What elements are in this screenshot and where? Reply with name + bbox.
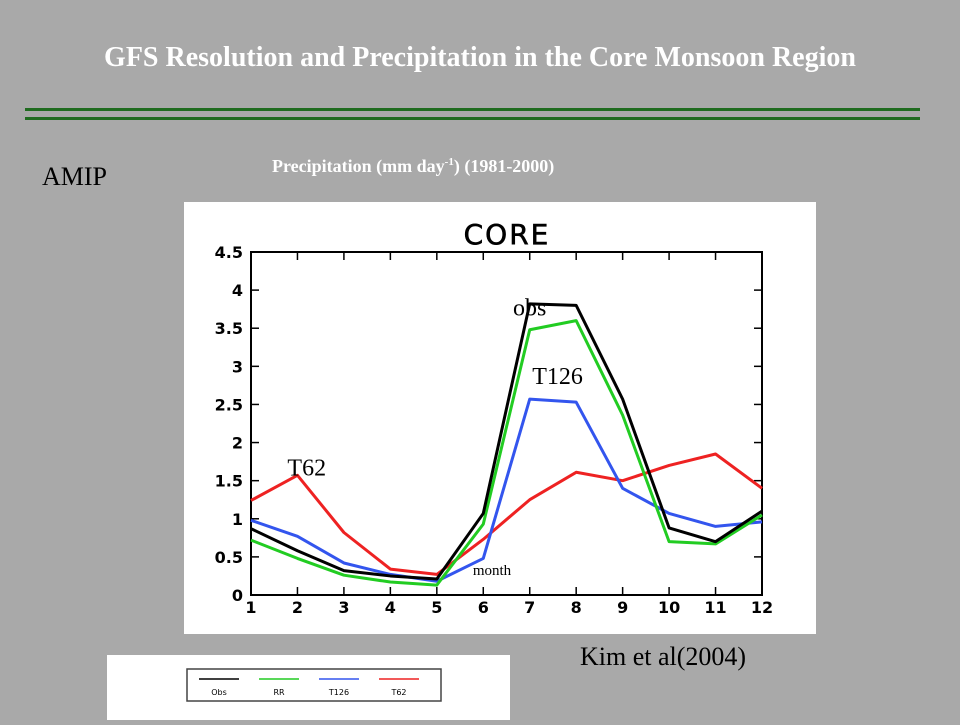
chart-title: CORE: [464, 218, 551, 251]
slide-title: GFS Resolution and Precipitation in the …: [0, 42, 960, 74]
subtitle-superscript: -1: [445, 156, 454, 168]
y-tick-label: 2: [232, 434, 243, 453]
annotation-t126: T126: [532, 364, 583, 390]
legend-label-obs: Obs: [211, 688, 227, 697]
title-rule-top: [25, 108, 920, 111]
annotation-obs: obs: [513, 295, 546, 321]
amip-label: AMIP: [42, 162, 107, 192]
x-tick-label: 4: [385, 598, 396, 617]
x-tick-label: 10: [658, 598, 680, 617]
x-tick-label: 11: [704, 598, 726, 617]
series-line-rr: [251, 321, 762, 585]
x-tick-label: 6: [478, 598, 489, 617]
series-line-t62: [251, 454, 762, 574]
y-tick-label: 1: [232, 510, 243, 529]
x-tick-label: 12: [751, 598, 773, 617]
legend-label-t126: T126: [328, 688, 349, 697]
subtitle-main: Precipitation (mm day: [272, 156, 445, 176]
y-tick-label: 0: [232, 586, 243, 605]
y-tick-label: 0.5: [215, 548, 243, 567]
x-axis-label: month: [473, 563, 512, 579]
legend-label-t62: T62: [390, 688, 406, 697]
y-tick-label: 3.5: [215, 319, 243, 338]
x-tick-label: 2: [292, 598, 303, 617]
y-tick-label: 4: [232, 281, 243, 300]
x-tick-label: 8: [571, 598, 582, 617]
legend-panel: Obs RR T126 T62: [107, 655, 510, 720]
subtitle-tail: ) (1981-2000): [454, 156, 554, 176]
x-tick-label: 7: [524, 598, 535, 617]
legend: Obs RR T126 T62: [107, 655, 510, 720]
x-tick-label: 5: [431, 598, 442, 617]
y-tick-label: 2.5: [215, 395, 243, 414]
annotation-t62: T62: [287, 455, 326, 481]
x-tick-label: 9: [617, 598, 628, 617]
y-tick-label: 4.5: [215, 243, 243, 262]
legend-label-rr: RR: [273, 688, 285, 697]
y-tick-label: 3: [232, 357, 243, 376]
x-tick-label: 1: [245, 598, 256, 617]
title-rule-bottom: [25, 117, 920, 120]
series-line-obs: [251, 304, 762, 579]
y-tick-label: 1.5: [215, 472, 243, 491]
x-tick-label: 3: [338, 598, 349, 617]
chart-subtitle: Precipitation (mm day-1) (1981-2000): [272, 156, 554, 177]
reference-citation: Kim et al(2004): [580, 642, 746, 672]
